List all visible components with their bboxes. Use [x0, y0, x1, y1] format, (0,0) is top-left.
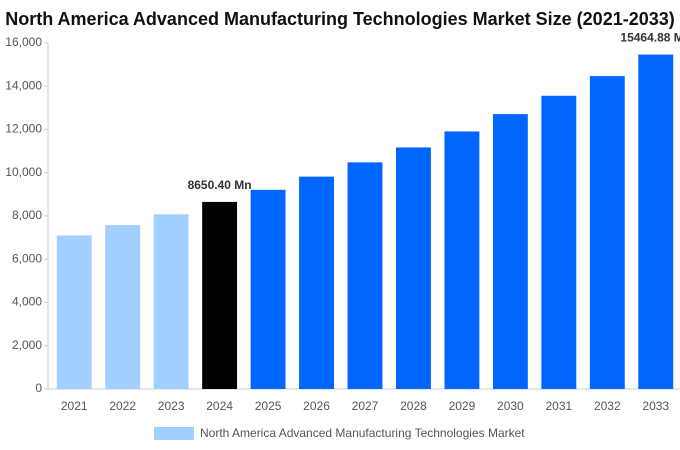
x-tick-label: 2023 — [158, 399, 185, 413]
bar — [638, 54, 674, 390]
x-tick-label: 2025 — [255, 399, 282, 413]
x-tick-label: 2021 — [61, 399, 88, 413]
x-tick-label: 2032 — [594, 399, 621, 413]
y-tick-label: 0 — [35, 381, 42, 395]
bar — [202, 201, 238, 389]
y-tick-label: 6,000 — [12, 251, 42, 265]
bar — [347, 162, 383, 389]
y-tick-label: 8,000 — [12, 208, 42, 222]
x-tick-label: 2027 — [352, 399, 379, 413]
legend-swatch — [154, 427, 194, 440]
bar — [250, 189, 286, 389]
bar — [153, 214, 189, 389]
bar — [541, 95, 577, 389]
y-tick-label: 12,000 — [5, 122, 42, 136]
x-tick-label: 2026 — [303, 399, 330, 413]
bar — [105, 225, 141, 389]
x-tick-label: 2030 — [497, 399, 524, 413]
x-tick-label: 2024 — [206, 399, 233, 413]
legend-label: North America Advanced Manufacturing Tec… — [200, 426, 525, 440]
chart-title: North America Advanced Manufacturing Tec… — [5, 9, 675, 29]
x-tick-label: 2033 — [642, 399, 669, 413]
bar — [492, 114, 528, 390]
data-label: 8650.40 Mn — [188, 178, 252, 192]
bar — [589, 76, 625, 390]
x-tick-label: 2028 — [400, 399, 427, 413]
y-tick-label: 2,000 — [12, 338, 42, 352]
x-tick-label: 2031 — [545, 399, 572, 413]
y-tick-label: 16,000 — [5, 35, 42, 49]
x-tick-label: 2029 — [449, 399, 476, 413]
x-tick-label: 2022 — [109, 399, 136, 413]
bar — [299, 176, 334, 389]
y-tick-label: 4,000 — [12, 295, 42, 309]
y-tick-label: 10,000 — [5, 165, 42, 179]
y-tick-label: 14,000 — [5, 78, 42, 92]
bar — [444, 131, 480, 390]
bar — [56, 235, 92, 389]
bar — [396, 147, 431, 389]
data-label: 15464.88 Mn — [620, 31, 680, 45]
